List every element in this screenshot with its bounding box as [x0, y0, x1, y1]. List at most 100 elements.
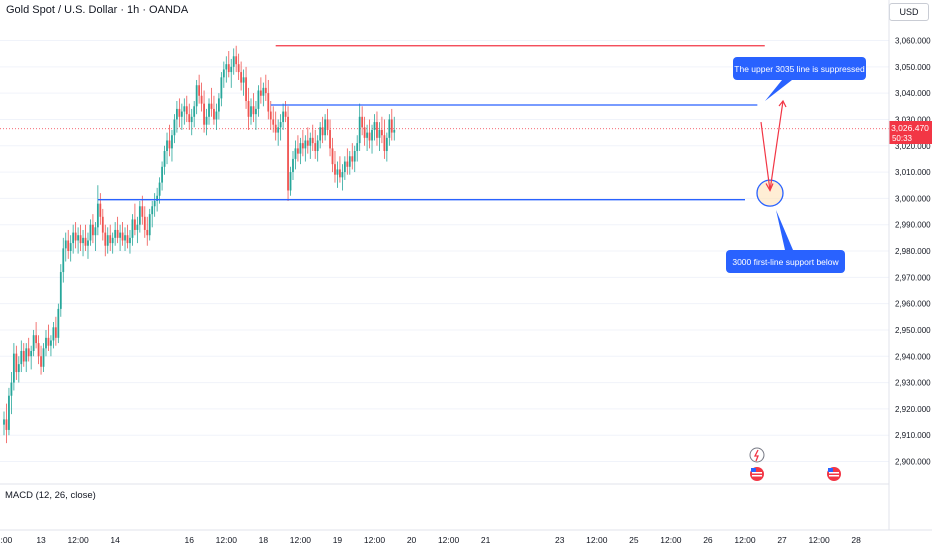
arrow-down-icon: [765, 183, 774, 192]
candle-body: [62, 248, 65, 273]
candle-body: [363, 127, 366, 138]
time-tick-label: 12:00: [808, 535, 830, 545]
candle-body: [217, 98, 220, 112]
candle-body: [316, 140, 319, 152]
candle-body: [180, 111, 183, 117]
candle-body: [235, 56, 238, 65]
candle-body: [82, 237, 84, 244]
candle-body: [27, 348, 30, 357]
time-tick-label: 19: [333, 535, 343, 545]
candle-body: [385, 137, 388, 152]
candle-body: [378, 129, 381, 138]
time-tick-label: 12:00: [67, 535, 89, 545]
candle-body: [279, 122, 282, 128]
time-tick-label: 21: [481, 535, 491, 545]
us-event-flag-icon[interactable]: [750, 467, 764, 481]
candle-body: [87, 240, 89, 246]
candle-body: [348, 156, 351, 167]
candle-body: [393, 129, 396, 133]
candle-body: [57, 308, 60, 338]
candle-body: [89, 224, 92, 241]
candle-body: [5, 419, 8, 430]
price-tick-label: 2,990.000: [895, 221, 931, 230]
candle-body: [247, 101, 250, 117]
candle-body: [366, 132, 368, 138]
candle-body: [136, 224, 139, 230]
candle-body: [250, 106, 252, 117]
candle-body: [264, 87, 267, 94]
time-tick-label: 23: [555, 535, 565, 545]
candle-body: [42, 348, 45, 367]
candle-body: [274, 124, 277, 133]
candle-body: [287, 116, 289, 191]
current-price-label: 3,026.470 50:33: [889, 121, 932, 144]
candle-body: [190, 116, 193, 123]
time-tick-label: 28: [851, 535, 861, 545]
candle-body: [245, 77, 247, 102]
time-tick-label: 12:00: [290, 535, 312, 545]
callout-resistance[interactable]: The upper 3035 line is suppressed: [733, 57, 866, 101]
candle-body: [304, 140, 307, 149]
candle-body: [329, 129, 331, 149]
candle-body: [64, 240, 67, 249]
candle-body: [116, 229, 119, 238]
candle-body: [306, 140, 309, 146]
candle-body: [161, 166, 163, 183]
price-tick-label: 3,030.000: [895, 115, 931, 124]
time-tick-label: 20: [407, 535, 417, 545]
candle-body: [381, 129, 383, 136]
candle-body: [119, 232, 121, 238]
price-tick-label: 2,920.000: [895, 405, 931, 414]
candle-body: [222, 69, 225, 78]
candle-body: [151, 206, 154, 215]
us-event-flag-icon[interactable]: [827, 467, 841, 481]
time-axis: 2:00 13 12:00 14 16 12:00 18 12:00 19 12:00 20 12:0…: [0, 535, 861, 545]
candles-layer: [3, 45, 396, 444]
candle-body: [390, 119, 393, 133]
price-tick-label: 3,020.000: [895, 142, 931, 151]
candle-body: [195, 85, 198, 107]
candle-body: [225, 64, 228, 70]
time-tick-label: 13: [36, 535, 46, 545]
price-axis: 3,060.000 3,050.000 3,040.000 3,030.000 3,02…: [895, 37, 931, 467]
candle-body: [356, 143, 359, 152]
candle-body: [361, 116, 364, 128]
bar-countdown: 50:33: [892, 134, 913, 143]
candle-body: [131, 219, 134, 238]
candle-body: [79, 235, 82, 244]
candle-body: [272, 119, 275, 125]
candle-body: [373, 122, 376, 130]
time-tick-label: 16: [185, 535, 195, 545]
candle-body: [146, 229, 149, 236]
candle-body: [297, 148, 299, 154]
candle-body: [124, 235, 126, 241]
candle-body: [171, 135, 173, 149]
candle-body: [178, 108, 181, 117]
candle-body: [32, 335, 35, 351]
candle-body: [20, 350, 23, 365]
symbol-title[interactable]: Gold Spot / U.S. Dollar · 1h · OANDA: [6, 4, 189, 16]
candle-body: [341, 172, 344, 178]
candle-body: [232, 56, 235, 67]
time-tick-label: 12:00: [438, 535, 460, 545]
macd-label[interactable]: MACD (12, 26, close): [5, 490, 96, 501]
candle-body: [77, 235, 79, 241]
callout-support[interactable]: 3000 first-line support below: [726, 210, 845, 273]
flash-event-icon[interactable]: [749, 447, 765, 463]
candle-body: [121, 232, 124, 241]
candle-body: [67, 240, 70, 251]
candle-body: [22, 350, 25, 362]
time-tick-label: 12:00: [660, 535, 682, 545]
candle-body: [203, 103, 205, 125]
candle-body: [96, 203, 99, 228]
candle-body: [215, 111, 218, 120]
candle-body: [25, 348, 28, 362]
candle-body: [230, 66, 233, 73]
support-highlight-circle: [756, 179, 784, 207]
candle-body: [326, 119, 329, 130]
candle-body: [343, 161, 346, 173]
candle-body: [205, 116, 208, 125]
candle-body: [277, 127, 280, 133]
candle-body: [208, 103, 210, 117]
